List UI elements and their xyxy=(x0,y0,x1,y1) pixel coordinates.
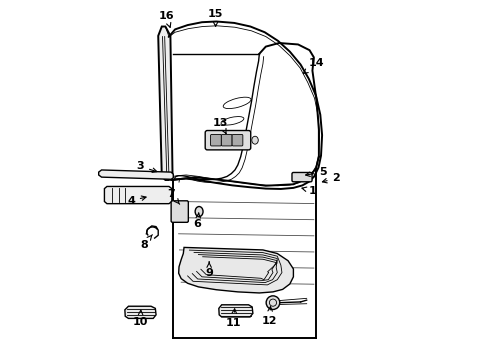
Polygon shape xyxy=(125,306,156,319)
Polygon shape xyxy=(179,247,294,293)
Polygon shape xyxy=(158,27,172,180)
FancyBboxPatch shape xyxy=(221,134,232,146)
FancyBboxPatch shape xyxy=(232,134,243,146)
Text: 16: 16 xyxy=(158,11,174,27)
Polygon shape xyxy=(104,186,172,204)
Ellipse shape xyxy=(266,296,280,310)
FancyBboxPatch shape xyxy=(205,131,251,150)
Polygon shape xyxy=(98,170,173,179)
Text: 7: 7 xyxy=(168,189,180,204)
Text: 6: 6 xyxy=(194,213,201,229)
Text: 15: 15 xyxy=(208,9,223,26)
Ellipse shape xyxy=(195,207,203,217)
Text: 2: 2 xyxy=(322,173,341,183)
Ellipse shape xyxy=(252,136,258,144)
FancyBboxPatch shape xyxy=(292,172,312,182)
FancyBboxPatch shape xyxy=(211,134,221,146)
Text: 14: 14 xyxy=(303,58,324,73)
Text: 11: 11 xyxy=(226,309,241,328)
FancyBboxPatch shape xyxy=(171,201,188,222)
Text: 5: 5 xyxy=(306,167,327,177)
Text: 10: 10 xyxy=(133,310,148,327)
Text: 3: 3 xyxy=(137,161,157,172)
Text: 9: 9 xyxy=(205,262,213,278)
Text: 13: 13 xyxy=(213,118,228,134)
Text: 12: 12 xyxy=(262,307,277,325)
Text: 1: 1 xyxy=(302,186,316,196)
Text: 8: 8 xyxy=(140,235,152,249)
Text: 4: 4 xyxy=(127,196,146,206)
Polygon shape xyxy=(219,305,253,317)
